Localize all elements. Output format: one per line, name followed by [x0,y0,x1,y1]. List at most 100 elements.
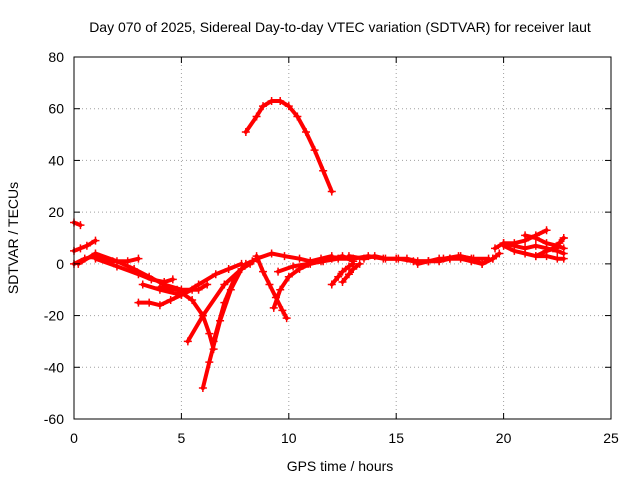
data-point-marker [359,254,368,263]
y-tick-label: 20 [48,204,64,220]
data-point-marker [269,303,278,312]
data-point-marker [338,277,347,286]
data-point-marker [334,272,343,281]
data-point-marker [220,280,229,289]
data-point-marker [112,262,121,271]
data-point-marker [295,254,304,263]
data-point-marker [278,306,287,315]
y-tick-label: 40 [48,152,64,168]
data-point-marker [424,257,433,266]
data-point-marker [173,285,182,294]
x-tick-label: 0 [70,430,78,446]
data-point-marker [198,383,207,392]
x-tick-label: 20 [496,430,512,446]
data-point-marker [168,275,177,284]
data-point-marker [252,112,261,121]
data-series-group [70,96,568,392]
data-point-marker [91,236,100,245]
data-point-marker [327,280,336,289]
axis-ticks: 0 5 10 15 20 25 -60 -40 -20 0 20 40 60 80 [44,49,619,446]
data-point-marker [82,241,91,250]
data-point-marker [284,272,293,281]
data-point-marker [183,337,192,346]
data-point-marker [280,252,289,261]
data-point-marker [252,252,261,261]
data-point-marker [282,314,291,323]
data-point-marker [344,252,353,261]
data-point-marker [499,239,508,248]
data-point-marker [531,252,540,261]
data-point-marker [160,277,169,286]
data-point-marker [147,275,156,284]
data-point-marker [510,246,519,255]
data-point-marker [559,254,568,263]
data-point-marker [521,249,530,258]
data-point-marker [241,259,250,268]
series-line-arc-13 [254,254,289,321]
data-point-marker [224,265,233,274]
data-point-marker [559,234,568,242]
data-point-marker [392,254,401,263]
data-point-marker [435,257,444,266]
data-point-marker [259,102,268,111]
data-point-marker [338,267,347,276]
data-point-marker [456,254,465,263]
plot-area-frame [73,56,612,420]
data-point-marker [91,254,100,263]
data-point-marker [265,280,274,289]
data-point-marker [194,280,203,289]
data-point-marker [276,96,285,105]
data-point-marker [274,267,283,276]
y-tick-label: 80 [48,49,64,65]
x-tick-label: 25 [603,430,619,446]
data-point-marker [134,254,143,263]
data-point-marker [478,259,487,268]
data-point-marker [267,249,276,258]
data-point-marker [267,96,276,105]
series-line-arc-17 [340,261,362,284]
data-point-marker [310,146,319,155]
data-point-marker [495,249,504,258]
series-line-arc-2 [72,238,98,253]
data-point-marker [134,298,143,307]
data-point-marker [327,187,336,196]
data-point-marker [381,254,390,263]
data-point-marker [220,298,229,307]
data-point-marker [205,329,214,338]
data-point-marker [491,244,500,253]
data-point-marker [467,257,476,266]
chart-title: Day 070 of 2025, Sidereal Day-to-day VTE… [89,19,591,35]
y-tick-label: -20 [44,308,64,324]
y-tick-label: -40 [44,359,64,375]
data-point-marker [289,262,298,271]
data-point-marker [445,254,454,263]
data-point-marker [319,166,328,175]
data-point-marker [284,102,293,111]
data-point-marker [155,301,164,310]
data-point-marker [248,257,257,266]
data-point-marker [203,280,212,289]
grid-lines [74,57,611,419]
y-tick-label: -60 [44,411,64,427]
data-point-marker [138,280,147,289]
data-point-marker [301,127,310,136]
data-point-marker [205,358,214,367]
y-tick-label: 0 [56,256,64,272]
data-point-marker [542,239,551,248]
data-point-marker [344,262,353,271]
data-point-marker [188,296,197,305]
x-tick-label: 10 [281,430,297,446]
data-point-marker [155,283,164,292]
data-point-marker [551,244,560,253]
y-tick-label: 60 [48,101,64,117]
data-point-marker [349,265,358,274]
data-point-marker [319,257,328,266]
data-point-marker [241,127,250,136]
data-point-marker [209,337,218,346]
data-point-marker [370,252,379,261]
data-point-marker [542,246,551,255]
data-point-marker [510,239,519,248]
data-point-marker [198,311,207,320]
